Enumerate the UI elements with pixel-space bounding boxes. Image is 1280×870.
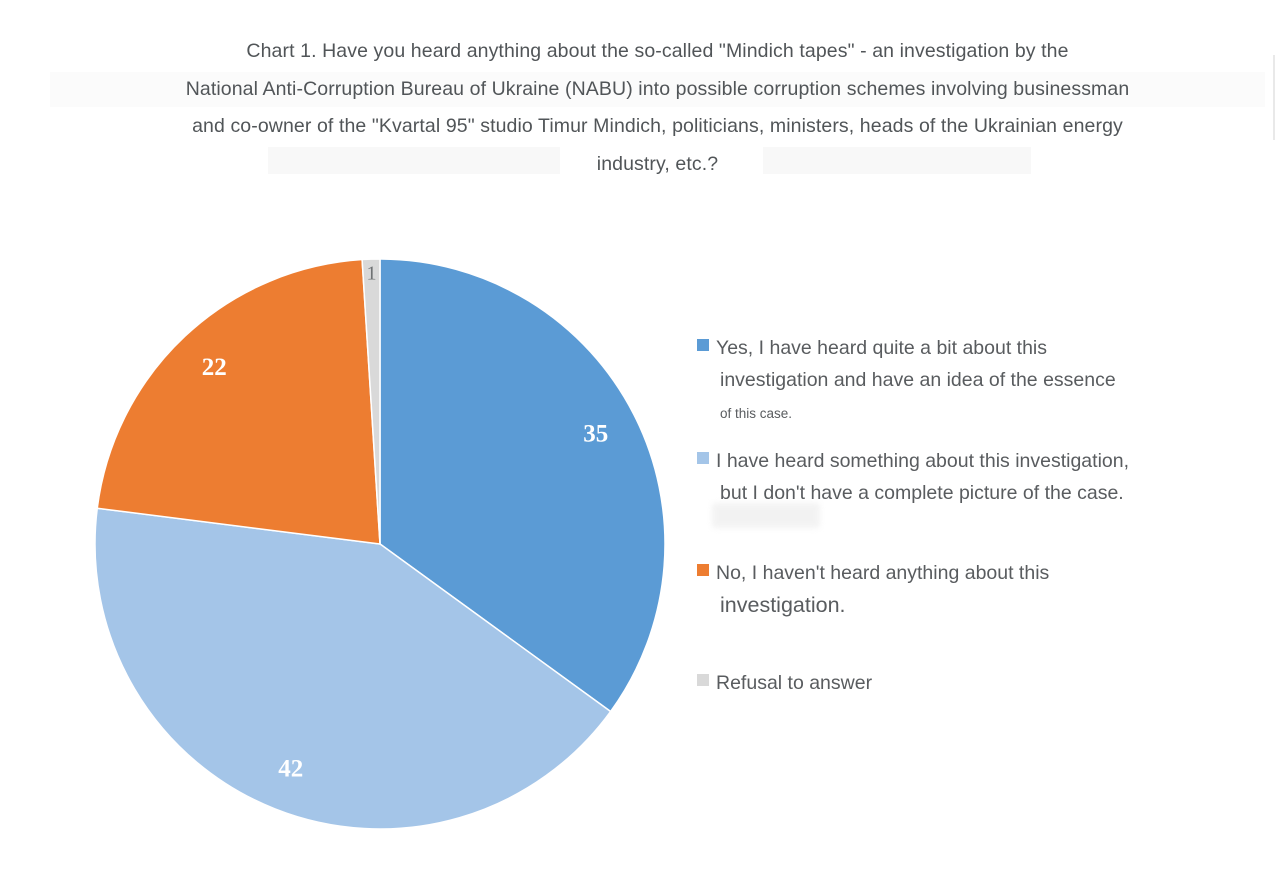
pie-slice-value-2: 22 bbox=[202, 354, 227, 381]
legend-marker-gray-icon bbox=[697, 674, 709, 686]
chart-title-line: Chart 1. Have you heard anything about t… bbox=[246, 40, 1069, 62]
legend-item-refusal: Refusal to answer bbox=[697, 668, 872, 700]
pie-slice-1 bbox=[94, 507, 612, 830]
pie-slice-value-3: 1 bbox=[367, 262, 377, 284]
legend-marker-orange-icon bbox=[697, 564, 709, 576]
pie-slice-2 bbox=[96, 258, 381, 545]
chart-title: Chart 1. Have you heard anything about t… bbox=[40, 33, 1275, 183]
legend-line: of this case. bbox=[720, 406, 793, 421]
legend-marker-lightblue-icon bbox=[697, 452, 709, 464]
chart-title-line: National Anti-Corruption Bureau of Ukrai… bbox=[185, 77, 1130, 100]
legend-line: No, I haven't heard anything about this bbox=[716, 562, 1050, 584]
pie-slice-value-0: 35 bbox=[583, 421, 608, 448]
legend-line: I have heard something about this invest… bbox=[716, 450, 1130, 472]
legend-line: investigation. bbox=[720, 592, 846, 617]
legend-item-text: Refusal to answer bbox=[716, 668, 872, 700]
legend-marker-blue-icon bbox=[697, 339, 709, 351]
legend-item-text: I have heard something about this invest… bbox=[716, 446, 1129, 509]
legend-item-text: Yes, I have heard quite a bit about this… bbox=[716, 333, 1116, 423]
legend-line: but I don't have a complete picture of t… bbox=[720, 481, 1124, 504]
legend-line: investigation and have an idea of the es… bbox=[720, 368, 1116, 391]
legend-line: Refusal to answer bbox=[716, 672, 873, 694]
pie-slice-value-1: 42 bbox=[278, 756, 303, 783]
chart-title-line: industry, etc.? bbox=[596, 152, 719, 175]
legend-line: Yes, I have heard quite a bit about this bbox=[716, 337, 1048, 359]
legend-item-heard-a-lot: Yes, I have heard quite a bit about this… bbox=[697, 333, 1116, 423]
legend-item-not-heard: No, I haven't heard anything about this … bbox=[697, 558, 1049, 621]
pie-slice-0 bbox=[379, 258, 666, 713]
legend-item-text: No, I haven't heard anything about this … bbox=[716, 558, 1049, 621]
pie-slice-3 bbox=[361, 258, 381, 545]
legend-item-heard-something: I have heard something about this invest… bbox=[697, 446, 1129, 509]
chart-title-line: and co-owner of the "Kvartal 95" studio … bbox=[192, 115, 1123, 137]
